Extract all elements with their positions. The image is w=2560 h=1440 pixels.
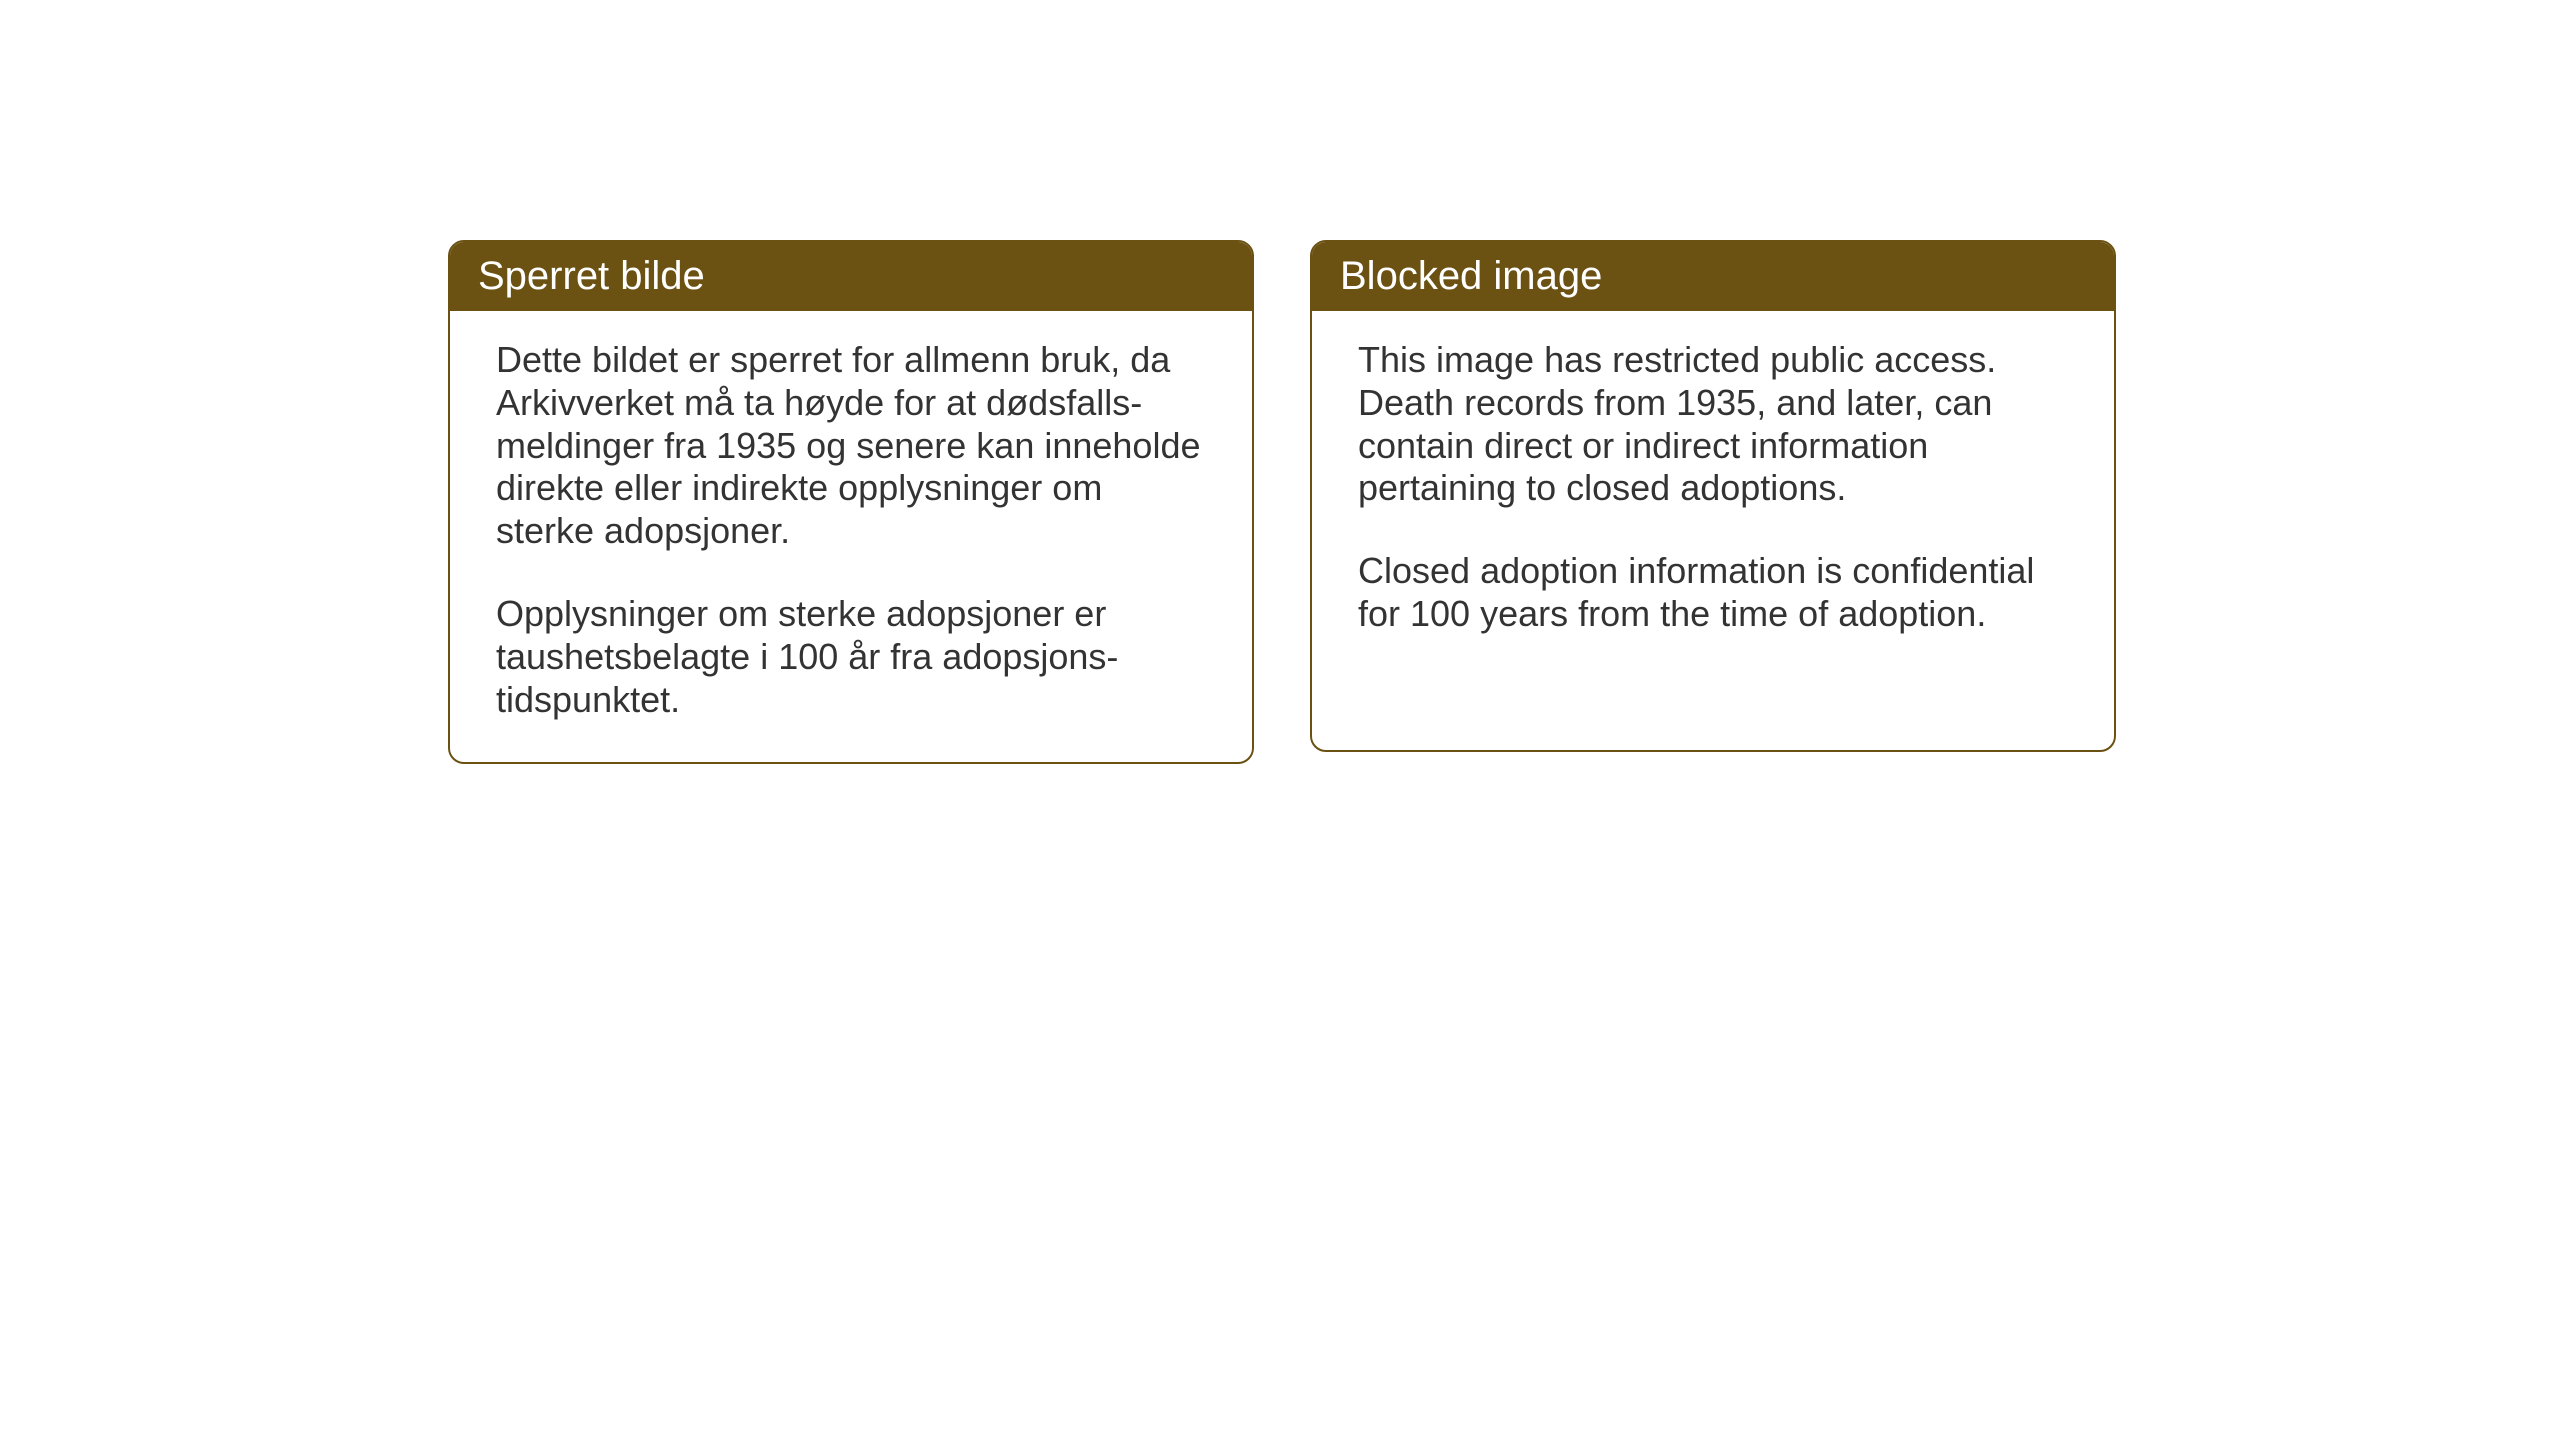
norwegian-card-header: Sperret bilde <box>450 242 1252 311</box>
norwegian-paragraph-2: Opplysninger om sterke adopsjoner er tau… <box>496 593 1206 721</box>
norwegian-card-body: Dette bildet er sperret for allmenn bruk… <box>450 311 1252 762</box>
norwegian-card: Sperret bilde Dette bildet er sperret fo… <box>448 240 1254 764</box>
norwegian-paragraph-1: Dette bildet er sperret for allmenn bruk… <box>496 339 1206 553</box>
english-card: Blocked image This image has restricted … <box>1310 240 2116 752</box>
cards-container: Sperret bilde Dette bildet er sperret fo… <box>448 240 2116 764</box>
english-card-body: This image has restricted public access.… <box>1312 311 2114 676</box>
english-paragraph-2: Closed adoption information is confident… <box>1358 550 2068 636</box>
english-card-title: Blocked image <box>1340 254 1602 298</box>
english-paragraph-1: This image has restricted public access.… <box>1358 339 2068 510</box>
english-card-header: Blocked image <box>1312 242 2114 311</box>
norwegian-card-title: Sperret bilde <box>478 254 705 298</box>
